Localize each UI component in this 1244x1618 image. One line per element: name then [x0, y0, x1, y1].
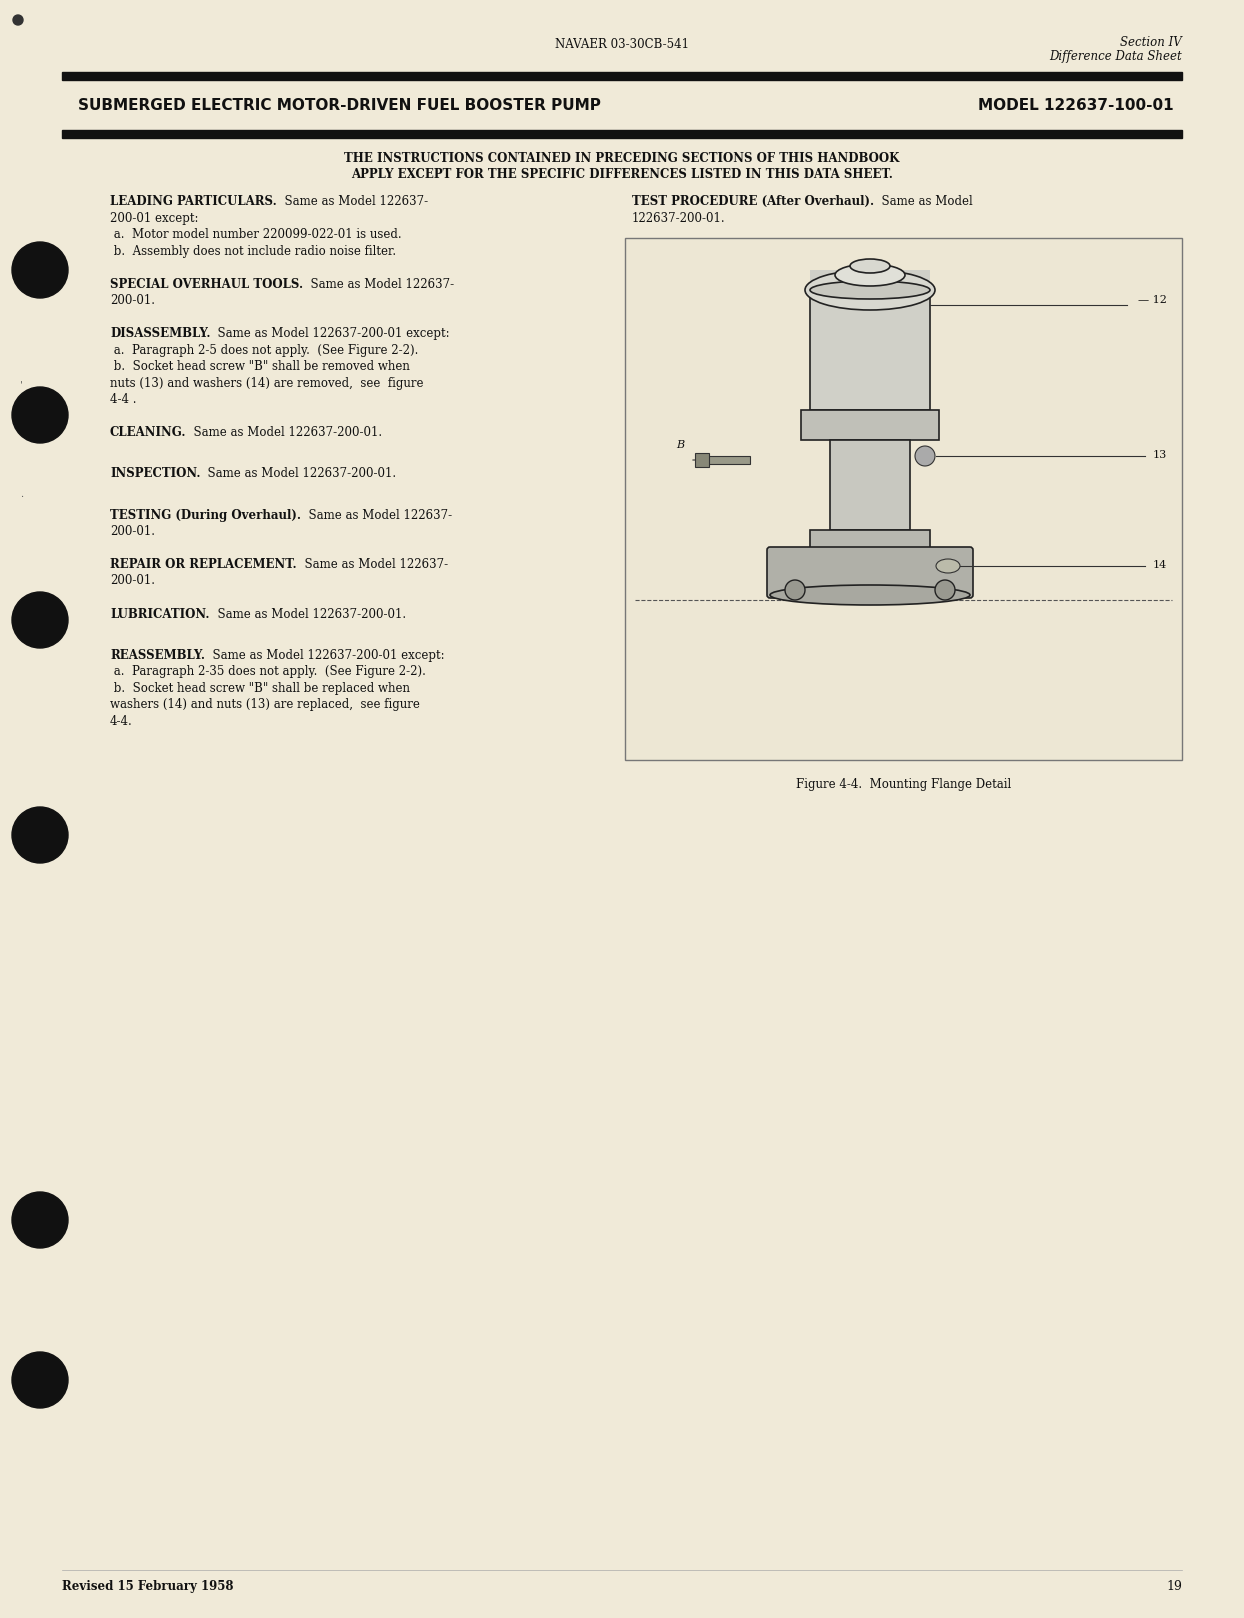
Text: Figure 4-4.  Mounting Flange Detail: Figure 4-4. Mounting Flange Detail [796, 778, 1011, 791]
Text: Same as Model 122637-: Same as Model 122637- [304, 278, 454, 291]
Text: ': ' [20, 380, 22, 388]
Text: B: B [675, 440, 684, 450]
Bar [801, 409, 939, 440]
Text: Same as Model 122637-: Same as Model 122637- [296, 558, 448, 571]
Text: 13: 13 [1153, 450, 1167, 460]
Text: Revised 15 February 1958: Revised 15 February 1958 [62, 1581, 234, 1594]
Text: TESTING (During Overhaul).: TESTING (During Overhaul). [109, 508, 301, 521]
Text: Same as Model 122637-200-01.: Same as Model 122637-200-01. [200, 468, 397, 481]
FancyBboxPatch shape [768, 547, 973, 599]
Ellipse shape [805, 270, 935, 311]
Ellipse shape [810, 282, 931, 299]
Text: TEST PROCEDURE (After Overhaul).: TEST PROCEDURE (After Overhaul). [632, 196, 875, 209]
Text: 122637-200-01.: 122637-200-01. [632, 212, 725, 225]
Circle shape [12, 1192, 68, 1247]
Text: THE INSTRUCTIONS CONTAINED IN PRECEDING SECTIONS OF THIS HANDBOOK: THE INSTRUCTIONS CONTAINED IN PRECEDING … [345, 152, 899, 165]
Text: 200-01.: 200-01. [109, 574, 156, 587]
Bar [810, 531, 931, 550]
Text: Same as Model 122637-200-01.: Same as Model 122637-200-01. [187, 426, 383, 438]
Text: DISASSEMBLY.: DISASSEMBLY. [109, 327, 210, 340]
Text: APPLY EXCEPT FOR THE SPECIFIC DIFFERENCES LISTED IN THIS DATA SHEET.: APPLY EXCEPT FOR THE SPECIFIC DIFFERENCE… [351, 168, 893, 181]
Text: b.  Socket head screw "B" shall be removed when: b. Socket head screw "B" shall be remove… [109, 359, 409, 374]
Text: SPECIAL OVERHAUL TOOLS.: SPECIAL OVERHAUL TOOLS. [109, 278, 304, 291]
Circle shape [785, 579, 805, 600]
Bar [810, 270, 931, 290]
Text: — 12: — 12 [1138, 294, 1167, 306]
Text: Same as Model 122637-200-01 except:: Same as Model 122637-200-01 except: [205, 649, 444, 662]
Circle shape [12, 243, 68, 298]
Text: a.  Paragraph 2-35 does not apply.  (See Figure 2-2).: a. Paragraph 2-35 does not apply. (See F… [109, 665, 425, 678]
Text: Same as Model 122637-200-01 except:: Same as Model 122637-200-01 except: [210, 327, 450, 340]
Bar [62, 71, 1182, 79]
Text: 4-4 .: 4-4 . [109, 393, 137, 406]
Text: b.  Socket head screw "B" shall be replaced when: b. Socket head screw "B" shall be replac… [109, 681, 411, 694]
Circle shape [12, 15, 22, 24]
Text: Section IV: Section IV [1121, 36, 1182, 49]
Ellipse shape [850, 259, 889, 273]
Text: a.  Motor model number 220099-022-01 is used.: a. Motor model number 220099-022-01 is u… [109, 228, 402, 241]
Text: b.  Assembly does not include radio noise filter.: b. Assembly does not include radio noise… [109, 244, 396, 257]
Bar [705, 456, 750, 464]
Text: INSPECTION.: INSPECTION. [109, 468, 200, 481]
Text: washers (14) and nuts (13) are replaced,  see figure: washers (14) and nuts (13) are replaced,… [109, 699, 420, 712]
Bar [62, 129, 1182, 138]
Bar [810, 290, 931, 409]
Text: 19: 19 [1166, 1581, 1182, 1594]
Text: a.  Paragraph 2-5 does not apply.  (See Figure 2-2).: a. Paragraph 2-5 does not apply. (See Fi… [109, 343, 418, 356]
Bar [695, 453, 709, 468]
Bar [830, 440, 911, 531]
Circle shape [935, 579, 955, 600]
Circle shape [12, 807, 68, 862]
Circle shape [12, 592, 68, 647]
Text: CLEANING.: CLEANING. [109, 426, 187, 438]
Text: Same as Model 122637-: Same as Model 122637- [301, 508, 452, 521]
Circle shape [12, 1353, 68, 1408]
Text: 14: 14 [1153, 560, 1167, 570]
Text: 200-01.: 200-01. [109, 294, 156, 307]
Text: 200-01.: 200-01. [109, 524, 156, 539]
Text: REPAIR OR REPLACEMENT.: REPAIR OR REPLACEMENT. [109, 558, 296, 571]
Ellipse shape [770, 586, 970, 605]
Text: LUBRICATION.: LUBRICATION. [109, 607, 209, 620]
Ellipse shape [835, 264, 904, 286]
Text: Same as Model 122637-200-01.: Same as Model 122637-200-01. [209, 607, 406, 620]
Text: LEADING PARTICULARS.: LEADING PARTICULARS. [109, 196, 276, 209]
Text: 4-4.: 4-4. [109, 715, 133, 728]
Text: SUBMERGED ELECTRIC MOTOR-DRIVEN FUEL BOOSTER PUMP: SUBMERGED ELECTRIC MOTOR-DRIVEN FUEL BOO… [78, 97, 601, 113]
Text: .: . [20, 490, 24, 498]
Text: Difference Data Sheet: Difference Data Sheet [1049, 50, 1182, 63]
Circle shape [916, 447, 935, 466]
Circle shape [12, 387, 68, 443]
Text: 200-01 except:: 200-01 except: [109, 212, 199, 225]
Text: Same as Model: Same as Model [875, 196, 973, 209]
Text: MODEL 122637-100-01: MODEL 122637-100-01 [978, 97, 1174, 113]
Text: NAVAER 03-30CB-541: NAVAER 03-30CB-541 [555, 37, 689, 52]
Text: nuts (13) and washers (14) are removed,  see  figure: nuts (13) and washers (14) are removed, … [109, 377, 423, 390]
Text: REASSEMBLY.: REASSEMBLY. [109, 649, 205, 662]
Ellipse shape [935, 558, 960, 573]
Text: Same as Model 122637-: Same as Model 122637- [276, 196, 428, 209]
Bar [624, 238, 1182, 760]
